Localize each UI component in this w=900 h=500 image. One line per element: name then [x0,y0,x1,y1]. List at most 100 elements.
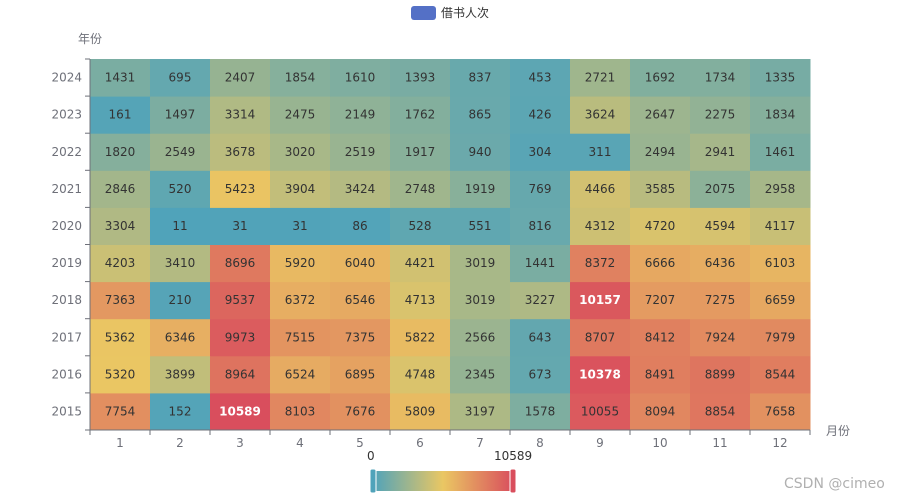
heatmap-cell[interactable] [330,392,391,431]
heatmap-cell[interactable] [690,244,751,283]
heatmap-cell[interactable] [270,59,331,97]
heatmap-cell[interactable] [330,355,391,394]
heatmap-cell[interactable] [510,318,571,357]
heatmap-cell[interactable] [450,355,511,394]
heatmap-cell[interactable] [210,318,271,357]
heatmap-cell[interactable] [750,318,811,357]
heatmap-cell[interactable] [510,281,571,320]
heatmap-cell[interactable] [690,318,751,357]
heatmap-cell[interactable] [390,96,451,134]
heatmap-cell[interactable] [270,281,331,320]
heatmap-cell[interactable] [510,170,571,208]
heatmap-cell[interactable] [570,96,631,134]
heatmap-cell[interactable] [450,318,511,357]
heatmap-cell[interactable] [330,133,391,171]
heatmap-cell[interactable] [570,207,631,245]
heatmap-cell[interactable] [570,281,631,320]
heatmap-cell[interactable] [150,281,211,320]
heatmap-cell[interactable] [630,392,691,431]
heatmap-cell[interactable] [210,170,271,208]
heatmap-cell[interactable] [690,170,751,208]
heatmap-cell[interactable] [90,207,151,245]
heatmap-cell[interactable] [510,355,571,394]
heatmap-cell[interactable] [270,133,331,171]
heatmap-cell[interactable] [570,318,631,357]
heatmap-cell[interactable] [390,133,451,171]
heatmap-cell[interactable] [150,318,211,357]
heatmap-cell[interactable] [150,392,211,431]
heatmap-cell[interactable] [690,133,751,171]
heatmap-cell[interactable] [690,392,751,431]
heatmap-cell[interactable] [570,392,631,431]
heatmap-cell[interactable] [90,318,151,357]
heatmap-cell[interactable] [510,244,571,283]
heatmap-cell[interactable] [450,392,511,431]
heatmap-cell[interactable] [630,318,691,357]
heatmap-cell[interactable] [210,96,271,134]
heatmap-cell[interactable] [450,170,511,208]
heatmap-cell[interactable] [750,170,811,208]
visual-map-max-handle[interactable] [509,468,517,494]
heatmap-cell[interactable] [750,133,811,171]
heatmap-cell[interactable] [270,244,331,283]
heatmap-cell[interactable] [150,207,211,245]
heatmap-cell[interactable] [210,392,271,431]
heatmap-cell[interactable] [330,281,391,320]
heatmap-cell[interactable] [750,207,811,245]
heatmap-cell[interactable] [690,281,751,320]
heatmap-cell[interactable] [630,170,691,208]
heatmap-cell[interactable] [450,59,511,97]
heatmap-cell[interactable] [210,244,271,283]
heatmap-cell[interactable] [150,59,211,97]
heatmap-cell[interactable] [450,281,511,320]
heatmap-cell[interactable] [150,244,211,283]
heatmap-cell[interactable] [390,318,451,357]
heatmap-cell[interactable] [210,59,271,97]
visual-map-bar[interactable] [373,471,513,491]
heatmap-cell[interactable] [630,207,691,245]
heatmap-cell[interactable] [210,133,271,171]
heatmap-cell[interactable] [270,355,331,394]
heatmap-cell[interactable] [390,355,451,394]
heatmap-cell[interactable] [90,244,151,283]
heatmap-cell[interactable] [630,133,691,171]
heatmap-cell[interactable] [450,244,511,283]
heatmap-cell[interactable] [690,96,751,134]
heatmap-cell[interactable] [330,170,391,208]
heatmap-cell[interactable] [510,96,571,134]
heatmap-cell[interactable] [450,207,511,245]
heatmap-cell[interactable] [150,133,211,171]
heatmap-cell[interactable] [390,244,451,283]
heatmap-cell[interactable] [750,59,811,97]
heatmap-cell[interactable] [270,207,331,245]
heatmap-cell[interactable] [330,207,391,245]
heatmap-cell[interactable] [330,244,391,283]
heatmap-cell[interactable] [630,355,691,394]
chart-legend[interactable]: 借书人次 [411,4,489,21]
heatmap-cell[interactable] [390,170,451,208]
heatmap-cell[interactable] [630,59,691,97]
visual-map-min-handle[interactable] [369,468,377,494]
heatmap-cell[interactable] [630,281,691,320]
heatmap-cell[interactable] [750,355,811,394]
heatmap-cell[interactable] [510,207,571,245]
heatmap-cell[interactable] [90,133,151,171]
heatmap-cell[interactable] [750,244,811,283]
heatmap-cell[interactable] [90,96,151,134]
heatmap-cell[interactable] [450,96,511,134]
heatmap-cell[interactable] [570,170,631,208]
heatmap-cell[interactable] [390,59,451,97]
heatmap-cell[interactable] [210,207,271,245]
heatmap-cell[interactable] [330,318,391,357]
heatmap-cell[interactable] [90,355,151,394]
heatmap-cell[interactable] [750,281,811,320]
heatmap-cell[interactable] [510,59,571,97]
heatmap-cell[interactable] [570,244,631,283]
heatmap-cell[interactable] [390,281,451,320]
heatmap-cell[interactable] [690,59,751,97]
heatmap-cell[interactable] [90,170,151,208]
heatmap-cell[interactable] [270,318,331,357]
heatmap-cell[interactable] [270,96,331,134]
heatmap-cell[interactable] [90,281,151,320]
heatmap-cell[interactable] [570,59,631,97]
